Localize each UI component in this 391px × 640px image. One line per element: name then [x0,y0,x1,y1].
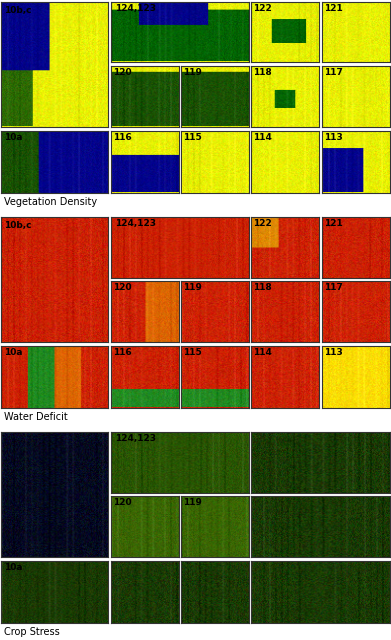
Text: 116: 116 [113,348,131,356]
Text: 120: 120 [113,283,131,292]
Text: 117: 117 [324,283,343,292]
Text: 118: 118 [253,68,272,77]
Text: 121: 121 [324,4,343,13]
Text: 122: 122 [253,219,272,228]
Text: 10b,c: 10b,c [4,221,32,230]
Text: 124,123: 124,123 [115,219,156,228]
Text: 118: 118 [253,283,272,292]
Text: 113: 113 [324,132,343,141]
Text: Vegetation Density: Vegetation Density [4,197,97,207]
Text: 10a: 10a [4,132,23,141]
Text: 120: 120 [113,498,131,508]
Text: 119: 119 [183,68,202,77]
Text: 121: 121 [324,219,343,228]
Text: Water Deficit: Water Deficit [4,412,68,422]
Text: 115: 115 [183,348,202,356]
Text: 117: 117 [324,68,343,77]
Text: 119: 119 [183,498,202,508]
Text: 10a: 10a [4,348,23,356]
Text: Crop Stress: Crop Stress [4,627,60,637]
Text: 124,123: 124,123 [115,4,156,13]
Text: 114: 114 [253,348,272,356]
Text: 10a: 10a [4,563,23,572]
Text: 114: 114 [253,132,272,141]
Text: 124,123: 124,123 [115,434,156,443]
Text: 122: 122 [253,4,272,13]
Text: 10b,c: 10b,c [4,6,32,15]
Text: 119: 119 [183,283,202,292]
Text: 113: 113 [324,348,343,356]
Text: 116: 116 [113,132,131,141]
Text: 120: 120 [113,68,131,77]
Text: 115: 115 [183,132,202,141]
